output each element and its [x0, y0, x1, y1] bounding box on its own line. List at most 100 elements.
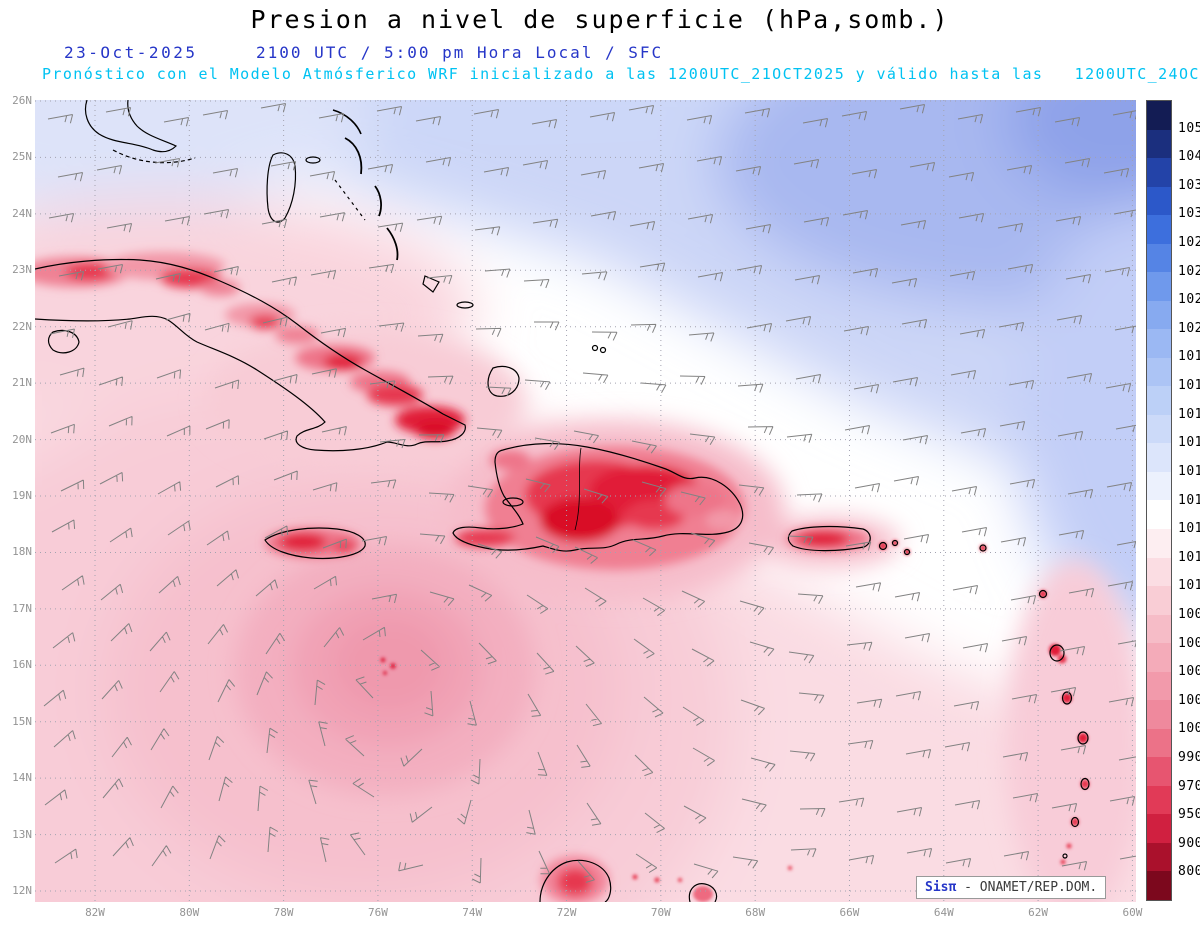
colorbar-tick-label: 1025: [1178, 263, 1200, 279]
lat-tick-label: 21N: [12, 376, 32, 390]
colorbar-segment: [1147, 586, 1171, 615]
colorbar-segment: [1147, 329, 1171, 358]
colorbar-segment: [1147, 557, 1171, 587]
coastline-grenadines: [1062, 853, 1068, 859]
lon-tick-label: 62W: [1028, 906, 1049, 919]
coastline-cat-island: [374, 185, 382, 217]
colorbar-tick-label: 1020: [1178, 320, 1200, 336]
colorbar-segment: [1147, 871, 1171, 900]
coastline-isla-juventud: [47, 329, 80, 354]
coastline-martinique: [1077, 731, 1089, 745]
coastline-long-island: [386, 227, 399, 261]
colorbar-tick-label: 900: [1178, 835, 1200, 851]
colorbar-tick-label: 1019: [1178, 349, 1200, 365]
lon-tick-label: 68W: [745, 906, 766, 919]
colorbar-segment: [1147, 500, 1171, 529]
colorbar-tick-label: 1010: [1178, 578, 1200, 594]
colorbar-segment: [1147, 643, 1171, 672]
coastline-florida: [84, 100, 178, 153]
colorbar-tick-label: 1035: [1178, 177, 1200, 193]
colorbar-segment: [1147, 614, 1171, 644]
colorbar-segment: [1147, 728, 1171, 758]
colorbar-segment: [1147, 243, 1171, 273]
lon-tick-label: 82W: [85, 906, 105, 919]
colorbar-tick-label: 1018: [1178, 378, 1200, 394]
coastline-st-lucia: [1080, 777, 1090, 791]
coastline-cuba: [35, 258, 466, 452]
coastline-gonave: [502, 497, 524, 507]
lat-tick-label: 17N: [12, 601, 32, 615]
colorbar-tick-label: 950: [1178, 807, 1200, 823]
colorbar-segment: [1147, 129, 1171, 159]
lat-tick-label: 16N: [12, 658, 32, 672]
coastline-mayaguana: [456, 301, 474, 309]
coastline-andros: [266, 152, 297, 223]
colorbar-segment: [1147, 158, 1171, 187]
colorbar-tick-label: 1016: [1178, 435, 1200, 451]
lat-tick-label: 25N: [12, 150, 32, 164]
coastline-st-martin: [979, 544, 987, 552]
colorbar-segment: [1147, 443, 1171, 472]
colorbar-segment: [1147, 101, 1171, 130]
colorbar-tick-label: 800: [1178, 864, 1200, 880]
colorbar-tick-label: 1022: [1178, 292, 1200, 308]
colorbar-segment: [1147, 671, 1171, 701]
coastline-guadeloupe: [1049, 644, 1065, 662]
lon-tick-label: 64W: [933, 906, 954, 919]
border-haiti-dr: [574, 447, 582, 531]
coastline-turks-2: [599, 346, 607, 354]
coastline-virgin-2: [891, 539, 899, 547]
pressure-map: [35, 100, 1136, 902]
terrain-low-reds: [35, 252, 870, 902]
coastline-hispaniola: [452, 442, 744, 552]
coastline-dominica: [1061, 691, 1073, 705]
colorbar-segment: [1147, 215, 1171, 244]
colorbar-segment: [1147, 357, 1171, 387]
valid-time: 2100 UTC / 5:00 pm Hora Local / SFC: [256, 43, 664, 62]
colorbar-segment: [1147, 700, 1171, 729]
colorbar-segment: [1147, 386, 1171, 415]
coastline-grand-bahama: [332, 109, 362, 135]
lon-tick-label: 76W: [367, 906, 388, 919]
lat-tick-label: 22N: [12, 319, 32, 333]
lon-tick-label: 70W: [650, 906, 671, 919]
lat-tick-label: 20N: [12, 432, 32, 446]
colorbar-tick-label: 1012: [1178, 549, 1200, 565]
coastline-guajira: [539, 859, 612, 902]
colorbar-tick-label: 1040: [1178, 149, 1200, 165]
lat-tick-label: 12N: [12, 884, 32, 898]
lat-tick-label: 15N: [12, 714, 32, 728]
colorbar-tick-label: 1000: [1178, 721, 1200, 737]
coastline-jamaica: [264, 527, 366, 560]
coastline-crooked-acklins: [422, 275, 440, 293]
colorbar-tick-label: 990: [1178, 749, 1200, 765]
colorbar-tick-label: 1008: [1178, 606, 1200, 622]
colorbar-tick-label: 1006: [1178, 635, 1200, 651]
model-run-info: Pronóstico con el Modelo Atmósferico WRF…: [42, 65, 1200, 83]
colorbar-tick-label: 1014: [1178, 492, 1200, 508]
colorbar-tick-label: 1002: [1178, 692, 1200, 708]
attribution-org: - ONAMET/REP.DOM.: [956, 880, 1098, 895]
colorbar-segment: [1147, 414, 1171, 444]
colorbar-segment: [1147, 272, 1171, 301]
wind-barb-layer: [43, 103, 1136, 884]
attribution-box: Sisπ - ONAMET/REP.DOM.: [916, 876, 1107, 899]
lat-tick-label: 18N: [12, 545, 32, 559]
lat-tick-label: 26N: [12, 94, 32, 107]
colorbar-tick-label: 1050: [1178, 120, 1200, 136]
colorbar-segment: [1147, 300, 1171, 330]
coastline-virgin-1: [878, 541, 888, 551]
colorbar-segment: [1147, 814, 1171, 843]
coastline-paraguana: [688, 883, 718, 902]
colorbar-tick-label: 970: [1178, 778, 1200, 794]
lon-tick-label: 60W: [1122, 906, 1143, 919]
colorbar-segment: [1147, 528, 1171, 558]
colorbar-segment: [1147, 471, 1171, 501]
valid-date: 23-Oct-2025: [64, 43, 198, 62]
lon-tick-label: 72W: [556, 906, 577, 919]
coastline-layer: [35, 100, 1090, 902]
lon-tick-label: 66W: [839, 906, 860, 919]
lat-tick-label: 13N: [12, 827, 32, 841]
colorbar-segment: [1147, 186, 1171, 216]
